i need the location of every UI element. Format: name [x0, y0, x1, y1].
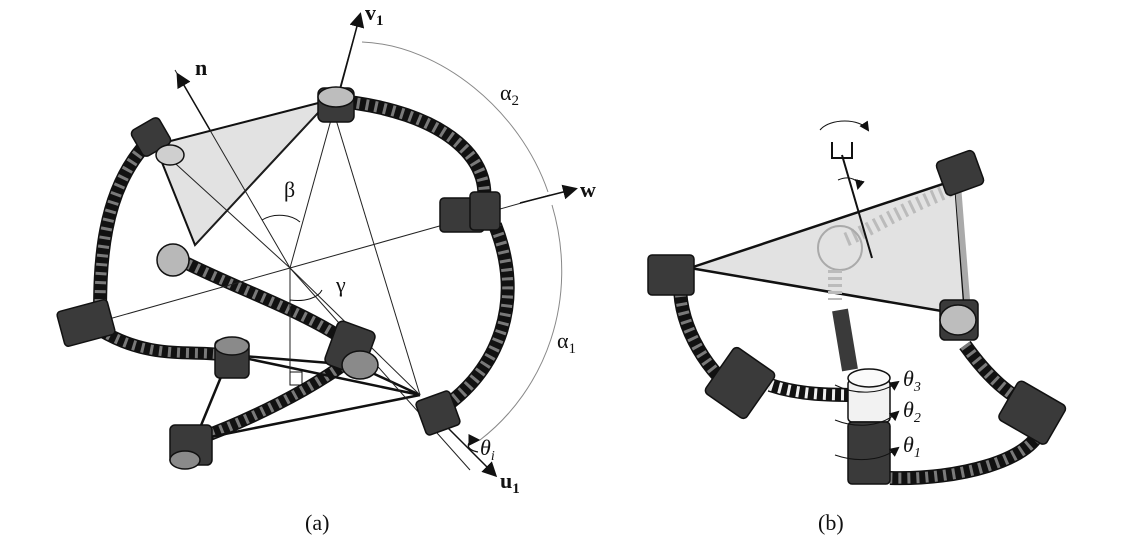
theta-i-rotation-arrow — [467, 434, 481, 453]
label-v1: v1 — [365, 0, 384, 29]
w-axis — [519, 184, 578, 204]
alpha1-arc — [479, 204, 563, 441]
label-beta: β — [284, 177, 295, 202]
label-alpha2: α2 — [500, 80, 519, 109]
joints-b — [647, 149, 1067, 485]
panel-a: v1 n w u1 α2 α1 β γ θi (a) — [56, 0, 596, 535]
ghost-link — [842, 183, 953, 247]
caption-b: (b) — [818, 510, 844, 535]
handle-rotation-top — [819, 120, 870, 132]
panel-b: θ3 θ2 θ1 (b) — [647, 120, 1067, 535]
construction-lines — [69, 14, 551, 471]
platform-b — [689, 178, 967, 317]
v1-axis — [339, 12, 365, 91]
n-axis — [176, 72, 211, 131]
beta-arc — [261, 214, 301, 223]
joints-a — [56, 86, 501, 470]
label-theta2: θ2 — [903, 397, 921, 426]
lower-platform-triangle — [229, 353, 421, 397]
caption-a: (a) — [305, 510, 329, 535]
label-theta1: θ1 — [903, 432, 921, 461]
label-theta-i: θi — [480, 435, 495, 464]
label-w: w — [580, 177, 596, 202]
u1-axis — [439, 419, 498, 478]
handle-rotation-mid — [837, 177, 865, 190]
right-angle-mark — [289, 371, 303, 386]
alpha2-arc — [361, 41, 549, 193]
handle-shaft — [841, 154, 873, 259]
label-theta3: θ3 — [903, 366, 921, 395]
label-u1: u1 — [500, 468, 520, 497]
theta-arrows — [834, 380, 900, 461]
label-gamma: γ — [335, 272, 346, 297]
leg-b-center — [832, 308, 858, 372]
label-alpha1: α1 — [557, 328, 576, 357]
upper-platform-triangle — [153, 98, 334, 247]
label-n: n — [195, 55, 207, 80]
gamma-arc — [289, 289, 323, 301]
handle-fork — [831, 142, 853, 159]
arc-link-right-lower — [436, 222, 515, 416]
